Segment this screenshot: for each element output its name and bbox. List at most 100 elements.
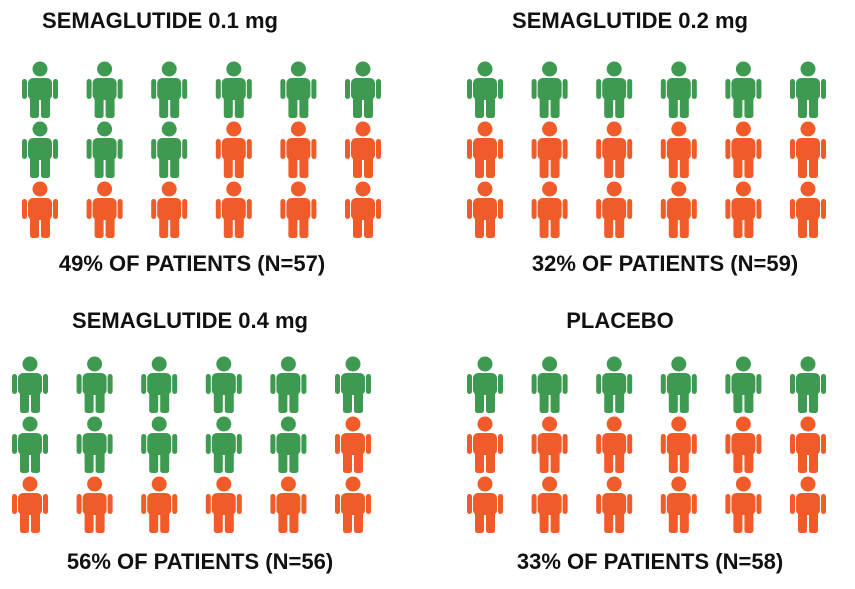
person-icon: [467, 61, 503, 118]
icon-torso: [796, 138, 820, 160]
icon-arm: [345, 79, 350, 99]
icon-arm: [335, 494, 340, 514]
icon-leg: [539, 156, 549, 178]
icon-head: [477, 416, 493, 432]
icon-leg: [475, 391, 484, 413]
icon-head: [606, 121, 622, 137]
icon-arm: [821, 199, 826, 219]
icon-leg: [550, 156, 560, 178]
panel: SEMAGLUTIDE 0.2 mg 32% OF PATIENTS (N=59): [467, 8, 826, 276]
person-icon: [12, 476, 48, 533]
icon-arm: [821, 374, 826, 394]
icon-head: [216, 356, 232, 372]
icon-leg: [364, 156, 373, 178]
icon-leg: [486, 216, 495, 238]
icon-arm: [627, 79, 633, 99]
icon-torso: [341, 433, 365, 455]
person-icon: [790, 121, 826, 178]
icon-leg: [679, 511, 689, 533]
icon-arm: [117, 79, 123, 99]
icon-arm: [12, 434, 17, 454]
icon-leg: [539, 96, 549, 118]
icon-arm: [660, 374, 666, 394]
icon-arm: [76, 434, 82, 454]
person-icon: [790, 356, 826, 413]
person-icon: [531, 416, 568, 473]
panel: SEMAGLUTIDE 0.1 mg 49% OF PATIENTS (N=57): [22, 8, 381, 276]
panel-title: SEMAGLUTIDE 0.1 mg: [42, 8, 278, 33]
icon-leg: [809, 391, 818, 413]
icon-torso: [731, 198, 756, 220]
value-label: 56% OF PATIENTS (N=56): [67, 549, 333, 574]
icon-arm: [562, 199, 568, 219]
person-icon: [790, 476, 826, 533]
icon-arm: [562, 139, 568, 159]
icon-leg: [668, 156, 678, 178]
icon-torso: [211, 493, 236, 515]
icon-torso: [731, 433, 756, 455]
icon-leg: [160, 451, 170, 473]
icon-leg: [20, 511, 29, 533]
icon-head: [735, 121, 751, 137]
icon-arm: [627, 434, 633, 454]
person-icon: [531, 181, 568, 238]
person-icon: [22, 61, 58, 118]
icon-leg: [486, 391, 495, 413]
icon-arm: [725, 139, 731, 159]
icon-leg: [604, 96, 614, 118]
icon-head: [345, 416, 361, 432]
icon-head: [22, 476, 38, 492]
icon-arm: [821, 434, 826, 454]
icon-arm: [205, 374, 211, 394]
icon-head: [542, 476, 558, 492]
icon-torso: [666, 78, 691, 100]
icon-head: [606, 416, 622, 432]
icon-torso: [537, 433, 562, 455]
icon-torso: [82, 373, 107, 395]
icon-arm: [498, 139, 503, 159]
icon-leg: [679, 391, 689, 413]
icon-leg: [234, 216, 244, 238]
icon-head: [800, 121, 816, 137]
icon-arm: [660, 79, 666, 99]
icon-leg: [354, 391, 363, 413]
person-icon: [141, 416, 178, 473]
icon-torso: [796, 493, 820, 515]
icon-arm: [467, 139, 472, 159]
icon-leg: [809, 511, 818, 533]
person-icon: [596, 416, 633, 473]
icon-torso: [28, 78, 52, 100]
icon-arm: [280, 79, 286, 99]
icon-leg: [679, 216, 689, 238]
icon-leg: [475, 96, 484, 118]
icon-head: [22, 356, 38, 372]
icon-arm: [531, 434, 537, 454]
icon-head: [32, 121, 48, 137]
icon-leg: [615, 216, 625, 238]
icon-head: [32, 181, 48, 197]
icon-leg: [41, 96, 50, 118]
icon-head: [151, 416, 167, 432]
icon-head: [671, 181, 687, 197]
icon-leg: [289, 451, 299, 473]
panel-title: SEMAGLUTIDE 0.2 mg: [512, 8, 748, 33]
person-icon: [86, 121, 123, 178]
icon-torso: [341, 493, 365, 515]
icon-arm: [596, 434, 602, 454]
person-icon: [790, 181, 826, 238]
icon-arm: [43, 494, 48, 514]
icon-torso: [537, 373, 562, 395]
icon-leg: [159, 156, 169, 178]
icon-torso: [157, 138, 182, 160]
icon-arm: [821, 494, 826, 514]
icon-arm: [205, 434, 211, 454]
icon-leg: [224, 511, 234, 533]
icon-torso: [731, 493, 756, 515]
icon-arm: [236, 374, 242, 394]
icon-arm: [182, 199, 188, 219]
icon-torso: [602, 138, 627, 160]
icon-arm: [498, 199, 503, 219]
icon-arm: [12, 494, 17, 514]
icon-head: [606, 61, 622, 77]
person-icon: [660, 61, 697, 118]
